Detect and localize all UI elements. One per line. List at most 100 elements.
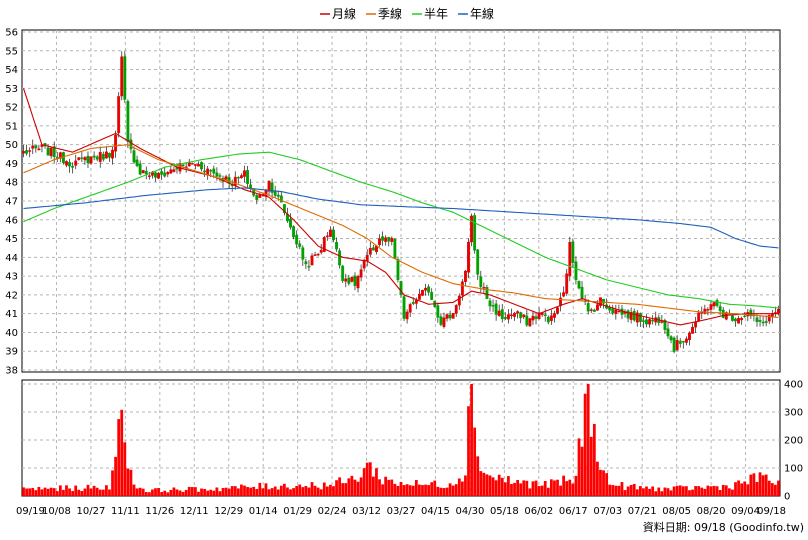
candle-body	[592, 309, 596, 312]
volume-bar	[688, 490, 691, 496]
volume-bar	[654, 491, 658, 496]
candle-body	[310, 255, 314, 266]
candle-body	[672, 337, 676, 352]
volume-bar	[694, 486, 697, 496]
volume-bar	[635, 489, 639, 496]
candle-body	[513, 312, 516, 317]
volume-bar	[660, 491, 664, 496]
volume-bar	[43, 487, 47, 496]
candle-body	[454, 305, 458, 314]
volume-bar	[175, 489, 179, 496]
volume-bar	[381, 484, 384, 496]
candle-body	[684, 338, 688, 343]
candle-body	[402, 296, 406, 319]
volume-bar	[500, 477, 504, 496]
candle-body	[190, 163, 194, 165]
candle-body	[632, 310, 636, 321]
volume-bar	[712, 485, 716, 496]
volume-bar	[95, 487, 99, 496]
date-tick-label: 10/27	[76, 506, 105, 517]
candle-body	[549, 315, 553, 321]
volume-bar	[629, 485, 633, 496]
candle-body	[172, 169, 176, 172]
candle-body	[445, 314, 449, 319]
date-tick-label: 06/17	[559, 506, 588, 517]
volume-bars	[22, 384, 780, 496]
volume-bar	[393, 483, 397, 496]
volume-bar	[86, 484, 90, 496]
volume-tick-label: 200	[784, 436, 803, 447]
legend-label: 半年	[424, 7, 448, 21]
volume-bar	[325, 486, 329, 496]
volume-bar	[319, 489, 323, 496]
volume-bar	[531, 481, 535, 496]
volume-bar	[71, 490, 75, 496]
volume-bar	[184, 489, 188, 496]
price-tick-label: 53	[5, 84, 18, 95]
volume-bar	[332, 486, 335, 496]
volume-panel-grid	[21, 379, 781, 497]
volume-bar	[467, 406, 470, 496]
candle-body	[209, 170, 213, 172]
candle-body	[319, 249, 323, 253]
candle-body	[479, 276, 483, 287]
candle-body	[154, 172, 157, 178]
ma-line-半年	[23, 151, 779, 309]
volume-bar	[283, 483, 286, 496]
volume-bar	[685, 486, 688, 496]
volume-bar	[347, 478, 351, 496]
candle-body	[325, 235, 329, 238]
volume-bar	[236, 488, 240, 496]
candle-body	[611, 308, 615, 314]
candle-body	[89, 156, 93, 164]
candle-body	[74, 160, 78, 166]
candle-body	[92, 155, 96, 158]
date-tick-label: 11/11	[111, 506, 140, 517]
volume-bar	[399, 481, 403, 496]
volume-bar	[519, 483, 523, 496]
volume-bar	[307, 487, 311, 496]
volume-bar	[433, 480, 437, 496]
volume-bar	[697, 486, 701, 496]
volume-bar	[286, 487, 289, 496]
date-tick-label: 11/26	[145, 506, 174, 517]
candle-body	[384, 237, 388, 242]
volume-bar	[289, 489, 292, 496]
candle-body	[675, 339, 679, 351]
volume-bar	[89, 488, 93, 496]
volume-bar	[194, 487, 197, 496]
candle-body	[460, 281, 464, 296]
volume-bar	[488, 475, 492, 496]
volume-bar	[117, 419, 121, 496]
volume-bar	[777, 480, 780, 496]
candle-body	[267, 180, 271, 192]
candle-body	[350, 276, 354, 282]
volume-bar	[295, 485, 299, 496]
candle-body	[645, 319, 648, 325]
volume-bar	[37, 486, 41, 496]
candle-body	[467, 241, 470, 273]
candle-body	[276, 194, 280, 197]
candle-body	[556, 307, 559, 314]
candle-body	[562, 292, 566, 297]
price-tick-label: 40	[5, 328, 18, 339]
candle-body	[464, 270, 467, 282]
volume-bar	[390, 479, 394, 496]
volume-bar	[252, 486, 256, 496]
volume-bar	[46, 488, 50, 496]
candle-body	[405, 311, 409, 320]
volume-bar	[108, 489, 111, 496]
volume-bar	[470, 384, 473, 496]
volume-bar	[313, 485, 317, 496]
volume-bar	[678, 485, 682, 496]
volume-bar	[642, 488, 645, 496]
volume-bar	[439, 487, 443, 496]
volume-bar	[267, 489, 271, 496]
volume-bar	[190, 487, 194, 496]
candle-body	[301, 247, 305, 260]
volume-bar	[301, 487, 305, 496]
date-tick-label: 09/18	[757, 506, 786, 517]
candle-body	[387, 236, 391, 242]
date-tick-label: 07/03	[593, 506, 622, 517]
